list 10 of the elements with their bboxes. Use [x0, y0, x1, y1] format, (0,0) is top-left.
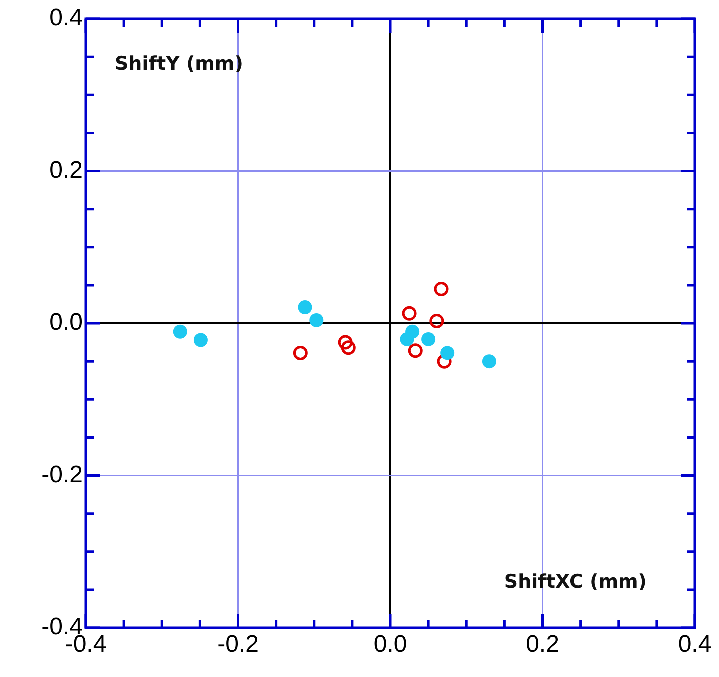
x-tick-label: 0.0 [374, 631, 408, 658]
y-tick-label: 0.0 [50, 309, 83, 336]
x-tick-label: 0.2 [526, 631, 560, 658]
y-axis-title: ShiftY (mm) [115, 52, 244, 75]
y-tick-label: -0.2 [42, 461, 83, 488]
x-tick-label: 0.4 [678, 631, 712, 658]
x-tick-label: -0.2 [218, 631, 259, 658]
y-tick-label: 0.2 [50, 156, 83, 184]
x-axis-title: ShiftXC (mm) [504, 570, 647, 593]
y-tick-label: 0.4 [50, 4, 83, 32]
